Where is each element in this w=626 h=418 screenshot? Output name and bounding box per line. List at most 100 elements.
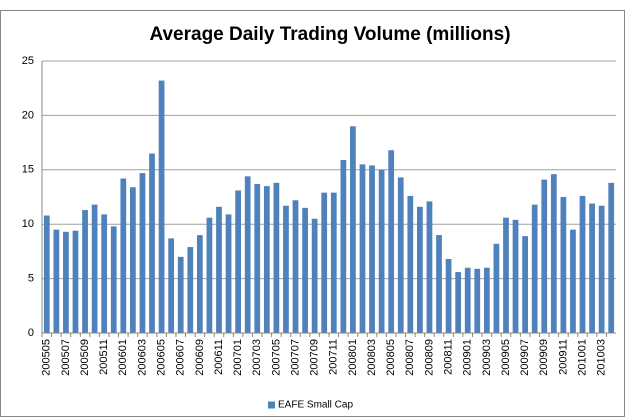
x-tick-label: 200911 — [557, 339, 569, 375]
x-tick-label: 200505 — [41, 339, 53, 376]
bar — [283, 205, 289, 333]
x-tick-label: 200809 — [423, 339, 435, 376]
bar — [369, 165, 375, 333]
bar — [187, 247, 194, 333]
x-tick-label: 200703 — [251, 339, 263, 376]
bar — [72, 230, 79, 333]
y-tick-label: 20 — [22, 109, 34, 121]
bar — [177, 256, 184, 333]
bar — [244, 176, 251, 333]
bar — [101, 214, 108, 333]
bar — [302, 207, 308, 333]
x-tick-label: 200601 — [117, 339, 129, 376]
x-tick-label: 200807 — [404, 339, 416, 376]
bar — [598, 205, 605, 333]
x-tick-label: 200903 — [481, 339, 493, 376]
bar — [273, 182, 280, 333]
x-tick-label: 200705 — [270, 339, 282, 376]
bar — [130, 187, 136, 333]
bar — [53, 229, 60, 333]
bar — [378, 169, 385, 333]
bar — [235, 190, 241, 333]
legend-swatch — [268, 401, 275, 409]
bar — [417, 206, 423, 333]
legend-label: EAFE Small Cap — [278, 400, 353, 411]
bar — [206, 217, 213, 333]
bar — [474, 268, 481, 333]
bar — [139, 173, 146, 333]
bar — [397, 177, 404, 333]
bar — [541, 179, 548, 333]
bar — [340, 160, 347, 333]
bar — [388, 150, 395, 333]
y-tick-label: 25 — [22, 55, 34, 67]
x-tick-label: 200609 — [194, 339, 206, 376]
bar — [589, 203, 595, 333]
bar — [158, 80, 165, 333]
bar — [407, 195, 414, 333]
x-tick-label: 200511 — [98, 339, 110, 375]
x-tick-label: 200611 — [213, 339, 225, 375]
bar — [120, 178, 127, 333]
x-tick-label: 200801 — [347, 339, 359, 376]
bar — [608, 182, 615, 333]
x-tick-label: 200701 — [232, 339, 244, 376]
x-tick-label: 200507 — [60, 339, 72, 376]
bar — [196, 235, 203, 333]
chart-frame — [0, 10, 625, 417]
y-tick-label: 0 — [28, 327, 34, 339]
bar — [350, 126, 356, 333]
x-tick-label: 200707 — [289, 339, 301, 376]
bar — [82, 210, 88, 333]
bar — [464, 267, 471, 333]
y-tick-label: 5 — [28, 273, 34, 285]
bar — [263, 186, 270, 333]
x-tick-label: 201003 — [596, 339, 608, 376]
y-tick-label: 15 — [22, 164, 34, 176]
bar — [512, 219, 519, 333]
bar — [522, 236, 528, 333]
bar — [43, 215, 50, 333]
bar — [149, 153, 155, 333]
bar — [110, 226, 117, 333]
bar — [579, 195, 586, 333]
x-tick-label: 200901 — [462, 339, 474, 376]
bar — [91, 204, 98, 333]
chart-title: Average Daily Trading Volume (millions) — [149, 24, 510, 45]
bar — [311, 218, 318, 333]
x-tick-label: 200803 — [366, 339, 378, 376]
x-tick-label: 200509 — [79, 339, 91, 376]
bar — [503, 217, 509, 333]
bar — [483, 267, 490, 333]
bar — [570, 229, 576, 333]
bar — [426, 201, 433, 333]
x-tick-label: 200711 — [328, 339, 340, 375]
bar — [455, 272, 462, 333]
bar — [550, 174, 557, 333]
x-tick-label: 200603 — [136, 339, 148, 376]
y-tick-label: 10 — [22, 218, 34, 230]
bar — [359, 164, 366, 333]
bar — [63, 231, 69, 333]
bar — [254, 183, 261, 333]
bar — [531, 204, 538, 333]
x-tick-label: 200605 — [155, 339, 167, 376]
x-tick-label: 200907 — [519, 339, 531, 376]
bar — [225, 214, 232, 333]
x-tick-label: 200607 — [175, 339, 187, 376]
bar — [168, 238, 175, 333]
bar — [560, 197, 567, 333]
bar — [493, 243, 500, 333]
bar — [216, 206, 222, 333]
x-tick-label: 200811 — [442, 339, 454, 375]
x-tick-label: 200805 — [385, 339, 397, 376]
bar — [321, 192, 328, 333]
bar — [445, 259, 452, 333]
bar — [292, 200, 299, 333]
bar — [436, 235, 442, 333]
x-tick-label: 201001 — [576, 339, 588, 376]
bar — [330, 192, 337, 333]
x-tick-label: 200909 — [538, 339, 550, 376]
x-tick-label: 200709 — [309, 339, 321, 376]
